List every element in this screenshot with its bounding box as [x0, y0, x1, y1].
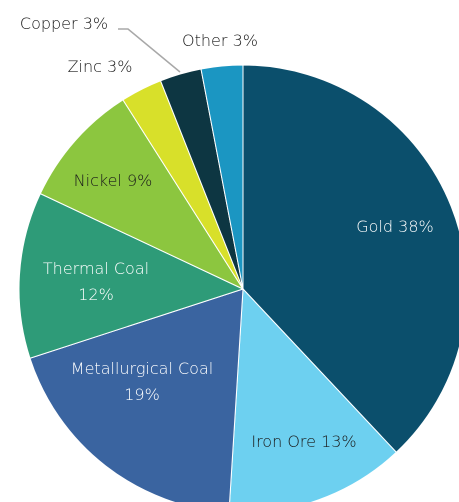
pie-slice-iron-ore: [229, 287, 398, 502]
pie-label-iron-ore: Iron Ore 13%: [251, 432, 356, 451]
pie-labels: Gold 38% Iron Ore 13% Metallurgical Coal 19…: [20, 14, 434, 451]
pie-label-other: Other 3%: [182, 31, 258, 50]
pie-slice-other: [200, 64, 244, 290]
pie-slices: [18, 64, 459, 502]
pie-slice-thermal-coal: [18, 192, 245, 359]
pie-slice-metallurgical-coal: [29, 288, 244, 502]
pie-slice-nickel: [39, 99, 245, 291]
pie-label-nickel: Nickel 9%: [74, 171, 153, 190]
pie-slice-gold: [242, 64, 459, 453]
pie-label-metallurgical-coal: Metallurgical Coal 19%: [71, 359, 213, 404]
pie-label-zinc: Zinc 3%: [68, 57, 133, 76]
pie-label-thermal-coal: Thermal Coal 12%: [43, 259, 149, 304]
pie-label-copper: Copper 3%: [20, 14, 108, 33]
pie-label-gold: Gold 38%: [356, 217, 433, 236]
copper-leader-line: [118, 28, 181, 73]
